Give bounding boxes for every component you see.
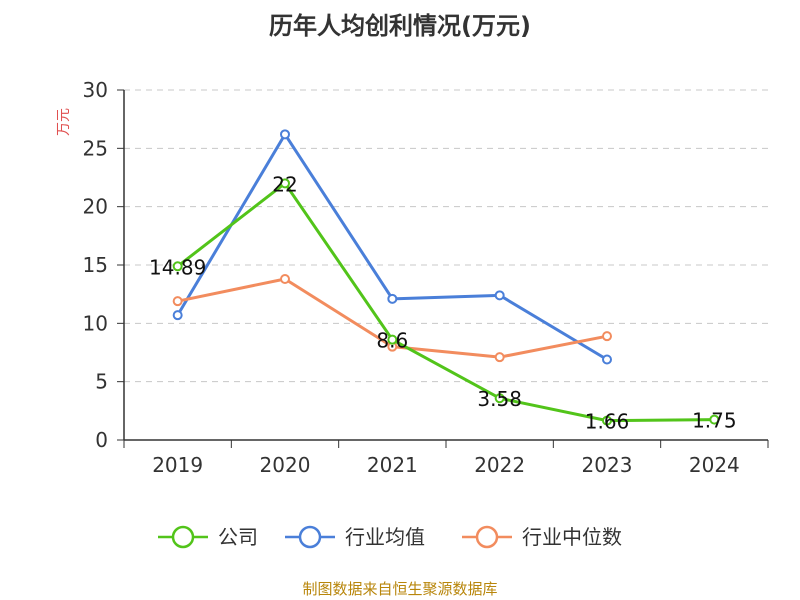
chart-title: 历年人均创利情况(万元) <box>269 12 531 40</box>
x-tick-label: 2024 <box>689 453 740 477</box>
y-tick-label: 5 <box>95 370 108 394</box>
data-label: 14.89 <box>149 255 206 279</box>
x-tick-label: 2023 <box>582 453 633 477</box>
legend-marker <box>171 525 195 549</box>
data-point <box>602 354 612 365</box>
x-tick-label: 2022 <box>474 453 525 477</box>
legend-item-1[interactable]: 行业均值 <box>285 525 425 549</box>
y-tick-label: 0 <box>95 428 108 452</box>
data-point <box>387 334 398 345</box>
x-tick-label: 2019 <box>152 453 203 477</box>
data-point <box>387 293 398 304</box>
y-ticks: 0 5 10 15 20 25 30 <box>83 78 124 452</box>
series-line-1 <box>176 132 608 361</box>
legend-item-0[interactable]: 公司 <box>158 525 258 549</box>
data-point <box>494 290 505 301</box>
data-label: 8.6 <box>376 329 408 353</box>
data-labels: 14.89 22 8.6 3.58 1.66 1.75 <box>149 172 737 433</box>
data-point <box>280 129 290 140</box>
data-point <box>494 393 505 404</box>
y-tick-label: 15 <box>83 253 108 277</box>
y-tick-label: 10 <box>83 311 108 335</box>
data-point <box>602 331 612 342</box>
x-ticks: 2019 2020 2021 2022 2023 2024 <box>123 440 769 477</box>
legend-label: 行业中位数 <box>522 525 622 549</box>
x-tick-label: 2021 <box>367 453 418 477</box>
data-point <box>172 261 183 272</box>
data-point <box>172 296 183 307</box>
legend: 公司 行业均值 行业中位数 <box>158 525 622 549</box>
x-tick-label: 2020 <box>260 453 311 477</box>
data-point <box>172 310 183 321</box>
grid-lines <box>124 89 768 383</box>
y-tick-label: 25 <box>83 136 108 160</box>
data-point <box>602 415 612 426</box>
data-point <box>280 274 290 284</box>
data-point <box>709 414 720 425</box>
data-label: 22 <box>272 172 297 196</box>
data-label: 3.58 <box>477 387 522 411</box>
legend-item-2[interactable]: 行业中位数 <box>462 525 622 549</box>
y-axis-label: 万元 <box>56 108 72 136</box>
series-line-0 <box>176 181 715 423</box>
data-point <box>494 352 505 363</box>
legend-marker <box>298 525 322 549</box>
data-label: 1.66 <box>585 410 630 434</box>
y-tick-label: 20 <box>83 195 108 219</box>
legend-label: 公司 <box>218 525 258 549</box>
data-point <box>280 178 290 189</box>
series-lines <box>172 129 720 426</box>
data-label: 1.75 <box>692 409 737 433</box>
source-note: 制图数据来自恒生聚源数据库 <box>302 580 498 598</box>
legend-label: 行业均值 <box>345 525 425 549</box>
y-tick-label: 30 <box>83 78 108 102</box>
legend-marker <box>475 525 499 549</box>
